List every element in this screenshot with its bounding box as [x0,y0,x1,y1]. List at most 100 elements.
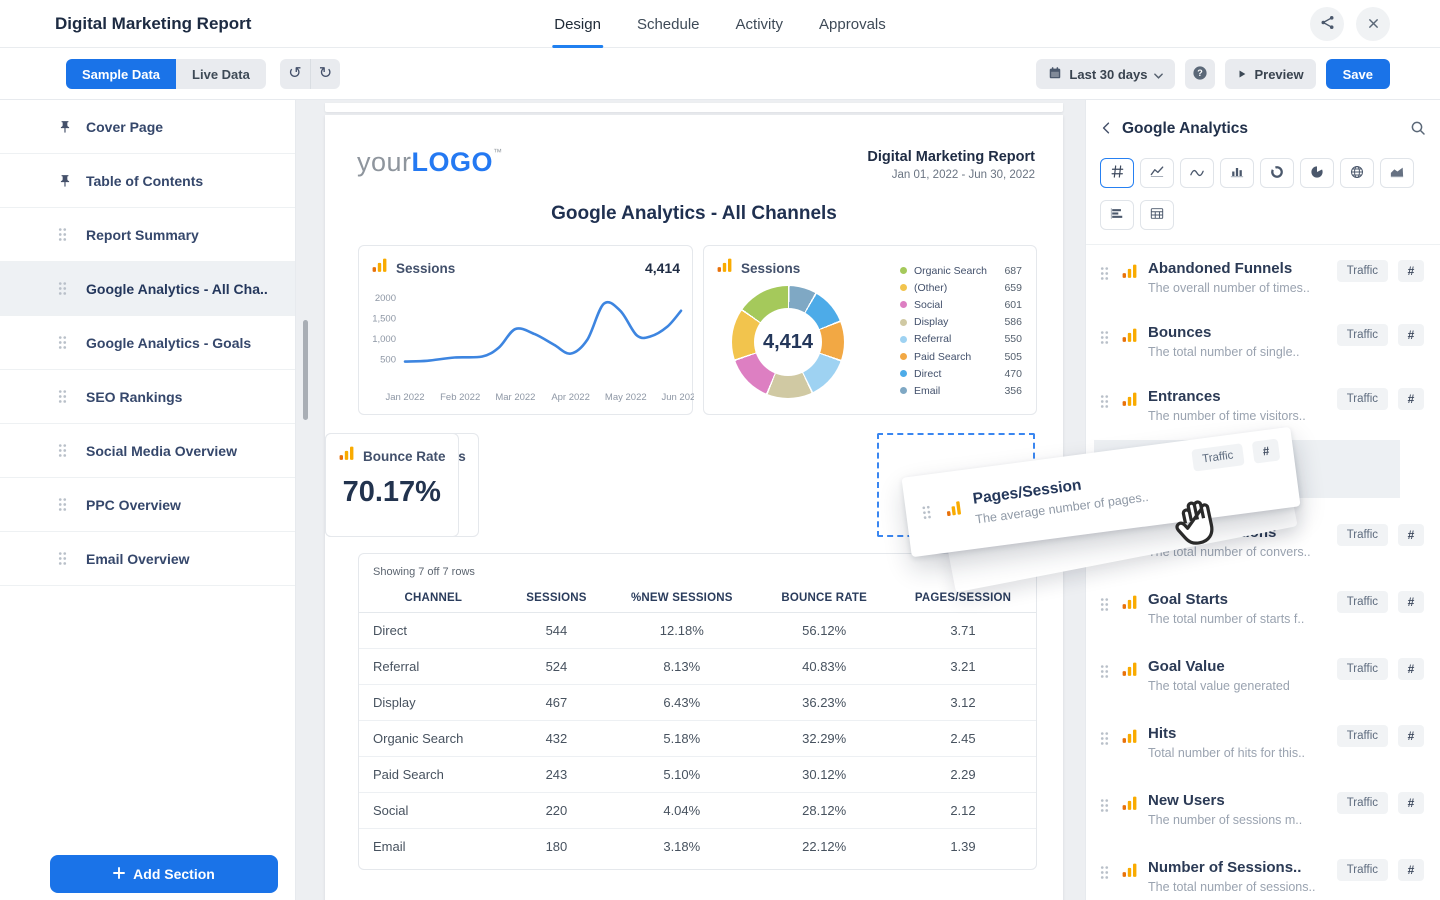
chart-type-button[interactable] [1260,158,1294,188]
chart-type-button[interactable] [1140,200,1174,230]
widget-list-item[interactable]: Goal Value The total value generated Tra… [1100,658,1430,698]
legend-dot [900,301,907,309]
widget-list-item[interactable]: Bounces The total number of single.. Tra… [1100,324,1430,364]
sessions-line-chart-widget[interactable]: Sessions 4,414 500 1,000 1,500 2000 Jan 2022… [358,245,701,415]
drag-handle-icon[interactable] [1100,731,1109,751]
dragged-widget-card[interactable]: Pages/Session The average number of page… [901,426,1301,558]
widget-item-title: Bounces [1148,324,1212,341]
date-range-button[interactable]: Last 30 days [1036,59,1176,89]
section-item[interactable]: PPC Overview [0,478,295,532]
widget-list-item[interactable]: Entrances The number of time visitors.. … [1100,388,1430,428]
share-button[interactable] [1310,7,1344,41]
cell-new-sessions: 12.18% [605,612,759,649]
sample-data-button[interactable]: Sample Data [66,59,177,89]
number-format-badge[interactable]: # [1398,388,1424,410]
nav-tab[interactable]: Approvals [819,0,886,48]
save-button[interactable]: Save [1325,59,1390,89]
section-item[interactable]: Email Overview [0,532,295,586]
legend-row: Display 586 [900,314,1022,331]
widget-list-item[interactable]: Hits Total number of hits for this.. Tra… [1100,725,1430,765]
chart-type-button[interactable] [1140,158,1174,188]
undo-redo-group: ↺ ↻ [280,59,340,89]
number-format-badge[interactable]: # [1398,859,1424,881]
redo-button[interactable]: ↻ [310,59,340,89]
drag-handle-icon[interactable] [1100,597,1109,617]
number-format-badge[interactable]: # [1398,591,1424,613]
drag-handle-icon[interactable] [1100,798,1109,818]
section-item[interactable]: Report Summary [0,208,295,262]
nav-tab[interactable]: Schedule [637,0,700,48]
section-page-title: Google Analytics - All Channels [551,203,837,224]
kpi-card[interactable]: Bounce Rate 70.17% [325,433,459,537]
svg-text:2000: 2000 [375,293,396,304]
number-format-badge[interactable]: # [1398,725,1424,747]
nav-tab[interactable]: Activity [736,0,784,48]
help-button[interactable]: ? [1185,59,1216,89]
widget-item-title: Number of Sessions.. [1148,859,1302,876]
cell-channel: Email [373,839,406,855]
drag-handle-icon[interactable] [58,389,74,404]
chart-type-button[interactable] [1380,158,1414,188]
chart-type-button[interactable] [1340,158,1374,188]
drag-handle-icon[interactable] [58,335,74,350]
section-item[interactable]: Google Analytics - Goals [0,316,295,370]
back-button[interactable] [1100,120,1112,139]
drag-handle-icon[interactable] [1100,664,1109,684]
chart-type-button[interactable] [1100,158,1134,188]
channels-table-widget[interactable]: Showing 7 off 7 rows CHANNEL SESSIONS %NEW… [358,553,1037,870]
drag-handle-icon[interactable] [1100,330,1109,350]
widget-list-item[interactable]: New Users The number of sessions m.. Tra… [1100,792,1430,832]
section-item[interactable]: Table of Contents [0,154,295,208]
widget-item-desc: The number of time visitors.. [1148,409,1306,423]
svg-text:Jan 2022: Jan 2022 [385,392,424,403]
chart-type-button[interactable] [1300,158,1334,188]
section-item[interactable]: Google Analytics - All Cha.. [0,262,295,316]
table-row: Email 180 3.18% 22.12% 1.39 [359,829,1036,865]
section-item[interactable]: Cover Page [0,100,295,154]
widget-list-item[interactable]: Number of Sessions.. The total number of… [1100,859,1430,899]
drag-handle-icon[interactable] [58,551,74,566]
report-canvas: yourLOGO™ Digital Marketing Report Jan 0… [296,100,1085,900]
chart-type-button[interactable] [1100,200,1134,230]
cell-sessions: 432 [507,720,606,757]
number-format-badge[interactable]: # [1398,792,1424,814]
drag-handle-icon[interactable] [58,497,74,512]
chart-type-button[interactable] [1180,158,1214,188]
legend-row: Direct 470 [900,365,1022,382]
table-column-header: SESSIONS [507,584,606,613]
preview-button[interactable]: Preview [1225,59,1316,89]
drag-handle-icon[interactable] [58,227,74,242]
number-format-badge[interactable]: # [1398,658,1424,680]
number-format-badge[interactable]: # [1398,524,1424,546]
report-page: yourLOGO™ Digital Marketing Report Jan 0… [325,115,1063,900]
cell-sessions: 243 [507,756,606,793]
close-button[interactable] [1356,7,1390,41]
sections-sidebar: Cover Page Table of Contents Report Summ… [0,100,296,900]
table-row: Direct 544 12.18% 56.12% 3.71 [359,612,1036,649]
add-section-button[interactable]: Add Section [50,855,278,893]
cell-channel: Direct [359,612,508,649]
sidebar-scrollbar[interactable] [303,320,308,420]
google-analytics-icon [1121,728,1138,750]
number-format-badge[interactable]: # [1398,324,1424,346]
nav-tab[interactable]: Design [552,0,603,48]
legend-dot [900,267,907,275]
google-analytics-icon [944,499,964,523]
section-item[interactable]: SEO Rankings [0,370,295,424]
drag-handle-icon[interactable] [1100,865,1109,885]
section-item[interactable]: Social Media Overview [0,424,295,478]
live-data-button[interactable]: Live Data [176,59,266,89]
chart-type-button[interactable] [1220,158,1254,188]
nav-tab-label: Approvals [819,15,886,33]
drag-handle-icon[interactable] [58,443,74,458]
sessions-donut-widget[interactable]: Sessions 4,414 Organic Search 687 [703,245,1037,415]
drag-handle-icon[interactable] [1100,394,1109,414]
number-format-badge[interactable]: # [1398,260,1424,282]
widget-list-item[interactable]: Goal Starts The total number of starts f… [1100,591,1430,631]
drag-handle-icon[interactable] [1100,266,1109,286]
google-analytics-icon [371,257,388,279]
undo-button[interactable]: ↺ [280,59,310,89]
search-button[interactable] [1410,120,1426,139]
drag-handle-icon[interactable] [58,281,74,296]
widget-list-item[interactable]: Abandoned Funnels The overall number of … [1100,260,1430,300]
